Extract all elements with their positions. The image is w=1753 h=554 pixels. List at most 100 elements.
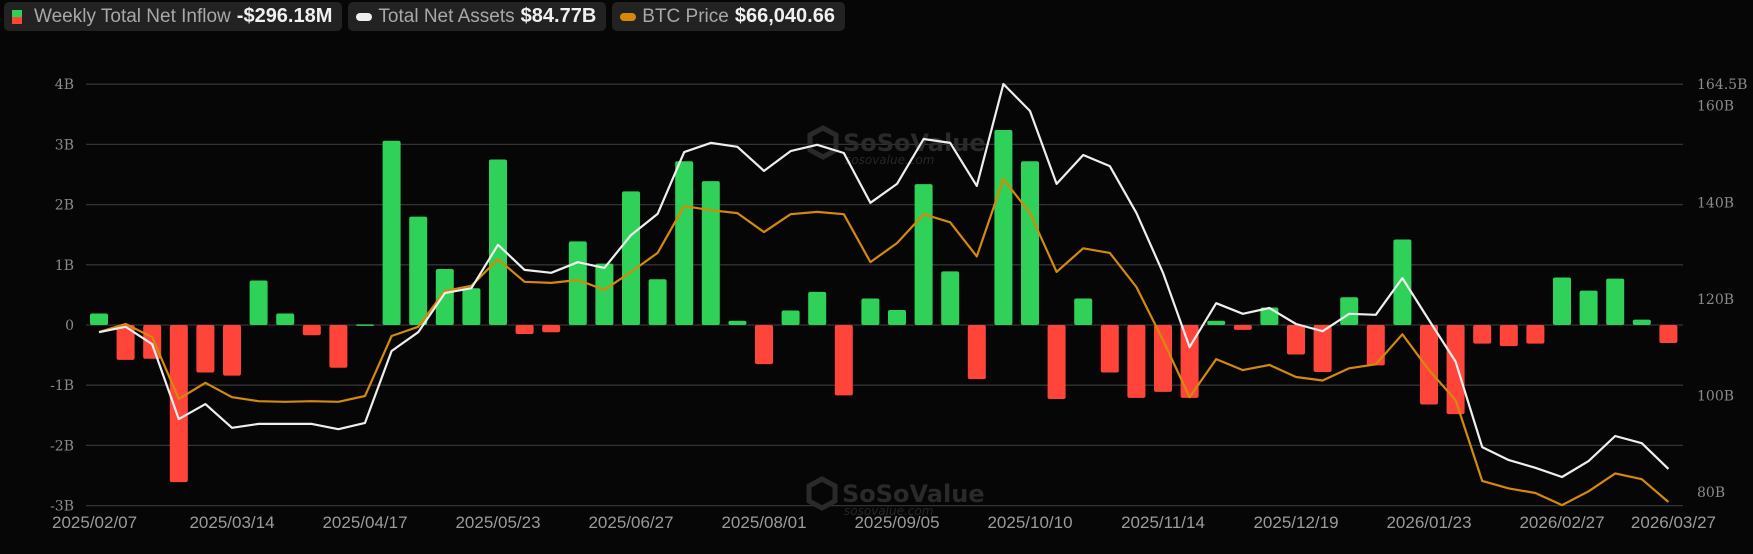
x-tick-label: 2025/11/14 xyxy=(1121,513,1205,532)
inflow-bar-negative[interactable] xyxy=(1287,325,1305,355)
x-tick-label: 2025/04/17 xyxy=(322,513,407,532)
line-swatch-icon xyxy=(356,12,373,21)
inflow-bar-positive[interactable] xyxy=(728,320,747,325)
y2-tick-label: 140B xyxy=(1697,195,1734,211)
x-tick-label: 2026/01/23 xyxy=(1386,513,1471,532)
x-tick-label: 2025/12/19 xyxy=(1253,513,1338,532)
inflow-bar-negative[interactable] xyxy=(169,325,188,483)
y-tick-label: -2B xyxy=(50,438,74,454)
inflow-bar-negative[interactable] xyxy=(196,325,215,373)
inflow-bar-positive[interactable] xyxy=(90,313,108,325)
inflow-bar-positive[interactable] xyxy=(356,324,374,326)
inflow-bar-positive[interactable] xyxy=(622,191,640,325)
legend-label: Total Net Assets xyxy=(378,5,515,27)
inflow-bar-negative[interactable] xyxy=(302,325,321,336)
inflow-bar-positive[interactable] xyxy=(1074,298,1093,325)
svg-text:SoSoValue: SoSoValue xyxy=(842,480,985,508)
y2-tick-label: 80B xyxy=(1697,485,1725,501)
inflow-bar-negative[interactable] xyxy=(1526,325,1545,344)
inflow-bar-negative[interactable] xyxy=(1047,325,1066,400)
inflow-bar-negative[interactable] xyxy=(967,325,986,380)
inflow-bar-positive[interactable] xyxy=(781,310,800,325)
x-tick-label: 2025/05/23 xyxy=(455,513,540,532)
inflow-bar-positive[interactable] xyxy=(914,184,933,325)
legend-value: $84.77B xyxy=(520,5,597,27)
inflow-bar-negative[interactable] xyxy=(1659,325,1678,344)
inflow-bar-positive[interactable] xyxy=(1632,319,1651,325)
legend-value: $66,040.66 xyxy=(734,5,835,27)
legend-label: Weekly Total Net Inflow xyxy=(34,5,231,27)
x-tick-label: 2026/03/27 xyxy=(1631,513,1716,532)
inflow-bar-positive[interactable] xyxy=(276,313,295,325)
inflow-bar-positive[interactable] xyxy=(1207,320,1226,325)
legend-value: -$296.18M xyxy=(236,5,333,27)
x-tick-label: 2025/09/05 xyxy=(854,513,939,532)
x-axis: 2025/02/07 2025/03/14 2025/04/17 2025/05/23… xyxy=(52,513,1716,532)
inflow-bar-negative[interactable] xyxy=(755,325,773,365)
inflow-bar-negative[interactable] xyxy=(1154,325,1172,392)
btc-price-line[interactable] xyxy=(98,177,1670,507)
inflow-bar-positive[interactable] xyxy=(409,216,428,325)
inflow-bar-negative[interactable] xyxy=(223,325,241,376)
svg-text:sosovalue.com: sosovalue.com xyxy=(844,504,933,518)
inflow-bar-negative[interactable] xyxy=(515,325,534,335)
inflow-bar-negative[interactable] xyxy=(1180,325,1199,398)
inflow-bar-negative[interactable] xyxy=(1366,325,1385,366)
inflow-bar-negative[interactable] xyxy=(1473,325,1492,344)
y2-tick-label: 120B xyxy=(1697,292,1734,308)
inflow-bar-negative[interactable] xyxy=(1499,325,1518,347)
y2-tick-label: 160B xyxy=(1697,99,1734,115)
inflow-bar-positive[interactable] xyxy=(648,279,667,325)
svg-text:sosovalue.com: sosovalue.com xyxy=(845,153,934,167)
inflow-bar-positive[interactable] xyxy=(462,288,481,325)
y2-tick-label: 100B xyxy=(1697,388,1734,404)
inflow-bar-negative[interactable] xyxy=(1446,325,1465,415)
y-tick-label: -3B xyxy=(50,499,74,515)
inflow-bar-positive[interactable] xyxy=(1021,161,1039,325)
legend-item-total-net-assets[interactable]: Total Net Assets $84.77B xyxy=(348,2,607,31)
inflow-bar-positive[interactable] xyxy=(249,280,268,325)
total-net-assets-line[interactable] xyxy=(98,82,1670,479)
inflow-bar-positive[interactable] xyxy=(994,129,1013,325)
inflow-bar-negative[interactable] xyxy=(116,325,135,360)
inflow-bar-positive[interactable] xyxy=(489,159,507,325)
inflow-bar-positive[interactable] xyxy=(595,263,614,325)
inflow-bar-positive[interactable] xyxy=(1579,290,1598,325)
legend-item-weekly-net-inflow[interactable]: Weekly Total Net Inflow -$296.18M xyxy=(4,2,343,31)
inflow-bar-positive[interactable] xyxy=(1340,297,1359,325)
inflow-bar-negative[interactable] xyxy=(1100,325,1119,373)
inflow-bars xyxy=(90,129,1678,483)
line-swatch-icon xyxy=(620,12,637,21)
x-tick-label: 2025/08/01 xyxy=(721,513,806,532)
inflow-bar-positive[interactable] xyxy=(1393,239,1412,325)
x-tick-label: 2025/06/27 xyxy=(588,513,673,532)
inflow-bar-negative[interactable] xyxy=(1127,325,1146,398)
inflow-bar-negative[interactable] xyxy=(1233,325,1252,330)
inflow-bar-positive[interactable] xyxy=(861,298,880,325)
inflow-bar-positive[interactable] xyxy=(808,291,827,325)
inflow-bar-negative[interactable] xyxy=(834,325,853,396)
left-y-axis: 4B 3B 2B 1B 0 -1B -2B -3B xyxy=(50,77,74,514)
inflow-bar-positive[interactable] xyxy=(1553,277,1571,325)
svg-text:SoSoValue: SoSoValue xyxy=(843,129,986,157)
inflow-bar-negative[interactable] xyxy=(329,325,348,368)
y2-tick-label: 164.5B xyxy=(1697,77,1747,93)
inflow-bar-positive[interactable] xyxy=(382,140,401,325)
inflow-bar-negative[interactable] xyxy=(1313,325,1332,372)
legend-item-btc-price[interactable]: BTC Price $66,040.66 xyxy=(612,2,845,31)
inflow-bar-positive[interactable] xyxy=(701,181,720,325)
inflow-bar-positive[interactable] xyxy=(888,309,906,325)
y-tick-label: -1B xyxy=(50,378,74,394)
inflow-bar-positive[interactable] xyxy=(675,161,694,325)
inflow-bar-positive[interactable] xyxy=(941,271,960,325)
series-lines xyxy=(98,82,1670,507)
inflow-bar-positive[interactable] xyxy=(1606,278,1625,325)
x-tick-label: 2025/03/14 xyxy=(189,513,274,532)
inflow-bar-positive[interactable] xyxy=(435,269,454,325)
legend-label: BTC Price xyxy=(642,5,729,27)
inflow-bar-negative[interactable] xyxy=(1420,325,1438,405)
inflow-bar-negative[interactable] xyxy=(542,325,561,333)
